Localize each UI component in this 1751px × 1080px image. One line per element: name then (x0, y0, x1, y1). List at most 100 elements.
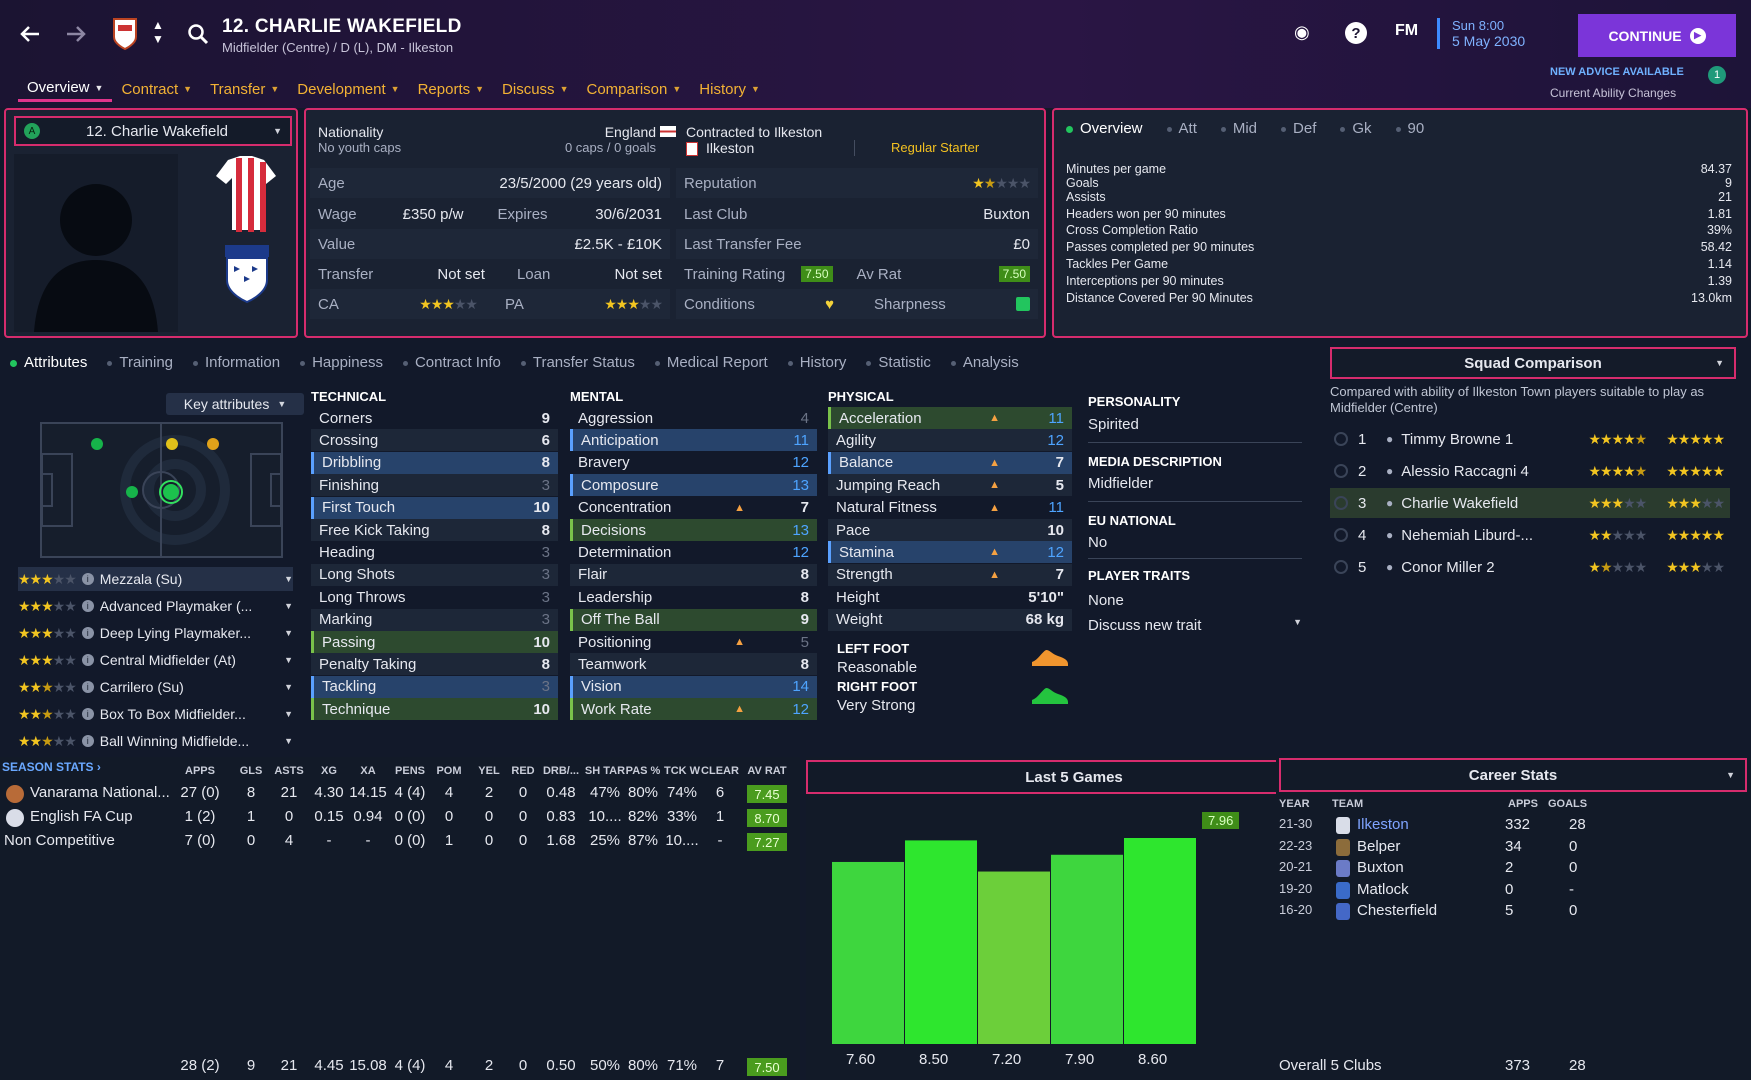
career-team[interactable]: Chesterfield (1357, 902, 1438, 919)
menu-reports[interactable]: Reports ▼ (417, 80, 485, 98)
info-icon[interactable]: i (81, 573, 94, 585)
season-cell: 0 (444, 808, 454, 825)
competition-name[interactable]: English FA Cup (30, 808, 133, 825)
season-total-cell: 2 (484, 1057, 494, 1074)
fm-logo[interactable]: FM (1395, 22, 1419, 39)
player-portrait (14, 154, 178, 332)
tab-def[interactable]: Def (1281, 120, 1316, 137)
radio-icon[interactable] (1334, 496, 1348, 510)
game-rating-bar[interactable] (832, 861, 904, 1044)
forward-icon[interactable] (58, 16, 94, 52)
tab-attributes[interactable]: Attributes (10, 354, 87, 371)
chevron-down-icon[interactable]: ▼ (284, 709, 293, 719)
tab-history[interactable]: History (787, 354, 846, 371)
stat-label: Minutes per game (1066, 162, 1167, 176)
chevron-down-icon[interactable]: ▼ (284, 574, 293, 584)
menu-development[interactable]: Development ▼ (297, 80, 400, 98)
menu-overview[interactable]: Overview ▼ (18, 76, 113, 102)
club-name[interactable]: Ilkeston (686, 140, 754, 157)
menu-transfer[interactable]: Transfer ▼ (210, 80, 280, 98)
tab-medical-report[interactable]: Medical Report (654, 354, 768, 371)
career-stats-dropdown[interactable]: Career Stats ▼ (1279, 758, 1747, 792)
player-select[interactable]: A 12. Charlie Wakefield ▼ (14, 116, 292, 146)
info-icon[interactable]: i (81, 627, 94, 639)
key-attributes-dropdown[interactable]: Key attributes ▼ (166, 393, 304, 415)
radio-icon[interactable] (1334, 560, 1348, 574)
career-team[interactable]: Matlock (1357, 880, 1409, 898)
attribute-row: Flair 8 (570, 563, 817, 586)
tab-happiness[interactable]: Happiness (300, 354, 383, 371)
tab-transfer-status[interactable]: Transfer Status (520, 354, 635, 371)
squad-comparison-dropdown[interactable]: Squad Comparison ▼ (1330, 347, 1736, 379)
attribute-row: Passing 10 (311, 631, 558, 653)
game-rating-bar[interactable] (978, 871, 1050, 1044)
last-five-dropdown[interactable]: Last 5 Games▼ (806, 760, 1342, 794)
discuss-trait-button[interactable]: Discuss new trait ▼ (1088, 617, 1302, 634)
career-team[interactable]: Belper (1357, 837, 1401, 855)
competition-name[interactable]: Non Competitive (4, 832, 115, 849)
tab-contract-info[interactable]: Contract Info (402, 354, 501, 371)
competition-name[interactable]: Vanarama National... (30, 784, 170, 801)
radio-icon[interactable] (1334, 528, 1348, 542)
role-row[interactable]: ★★★★★ i Ball Winning Midfielde... ▼ (18, 729, 293, 753)
squad-player-row[interactable]: 2 ● Alessio Raccagni 4 ★★★★★ ★★★★★ (1330, 456, 1730, 486)
chevron-down-icon[interactable]: ▼ (284, 601, 293, 611)
role-row[interactable]: ★★★★★ i Central Midfielder (At) ▼ (18, 648, 293, 672)
season-stats-link[interactable]: SEASON STATS › (2, 760, 101, 774)
attribute-row: Finishing 3 (311, 474, 558, 497)
role-row[interactable]: ★★★★★ i Box To Box Midfielder... ▼ (18, 702, 293, 726)
radio-icon[interactable] (1334, 464, 1348, 478)
continue-button[interactable]: CONTINUE ▶ (1578, 14, 1736, 57)
attribute-row: Crossing 6 (311, 429, 558, 452)
role-row[interactable]: ★★★★★ i Deep Lying Playmaker... ▼ (18, 621, 293, 645)
chevron-down-icon[interactable]: ▼ (284, 682, 293, 692)
chevron-down-icon[interactable]: ▼ (284, 736, 293, 746)
chevron-down-icon[interactable]: ▼ (284, 628, 293, 638)
advice-subtitle[interactable]: Current Ability Changes (1550, 86, 1677, 100)
globe-icon[interactable]: ◉ (1294, 22, 1310, 42)
menu-comparison[interactable]: Comparison ▼ (586, 80, 682, 98)
back-icon[interactable] (12, 16, 48, 52)
info-icon[interactable]: i (81, 600, 94, 612)
tab-information[interactable]: Information (193, 354, 280, 371)
person-icon: ● (1386, 560, 1394, 574)
search-icon[interactable] (180, 16, 216, 52)
tab-att[interactable]: Att (1166, 120, 1197, 137)
tab-overview[interactable]: Overview (1066, 120, 1143, 137)
menu-contract[interactable]: Contract ▼ (121, 80, 193, 98)
career-team[interactable]: Buxton (1357, 859, 1404, 876)
squad-player-row[interactable]: 3 ● Charlie Wakefield ★★★★★ ★★★★★ (1330, 488, 1730, 518)
tab-statistic[interactable]: Statistic (866, 354, 931, 371)
mental-header: MENTAL (570, 389, 624, 404)
tab-90[interactable]: 90 (1395, 120, 1424, 137)
squad-player-row[interactable]: 5 ● Conor Miller 2 ★★★★★ ★★★★★ (1330, 552, 1730, 582)
help-icon[interactable]: ? (1345, 22, 1367, 44)
player-switch-icon[interactable]: ▲ ▼ (152, 18, 164, 46)
game-rating-bar[interactable] (1124, 838, 1196, 1044)
career-apps: 5 (1505, 902, 1514, 919)
tab-training[interactable]: Training (107, 354, 173, 371)
squad-player-row[interactable]: 4 ● Nehemiah Liburd-... ★★★★★ ★★★★★ (1330, 520, 1730, 550)
info-icon[interactable]: i (81, 654, 94, 666)
radio-icon[interactable] (1334, 432, 1348, 446)
attribute-name: Pace (836, 521, 871, 539)
info-icon[interactable]: i (81, 708, 94, 720)
game-rating-label: 8.60 (1138, 1051, 1167, 1068)
info-icon[interactable]: i (81, 735, 94, 747)
info-icon[interactable]: i (81, 681, 94, 693)
role-row[interactable]: ★★★★★ i Mezzala (Su) ▼ (18, 567, 293, 591)
advice-title[interactable]: NEW ADVICE AVAILABLE (1550, 66, 1684, 78)
tab-gk[interactable]: Gk (1340, 120, 1372, 137)
role-row[interactable]: ★★★★★ i Advanced Playmaker (... ▼ (18, 594, 293, 618)
game-rating-bar[interactable] (1051, 854, 1123, 1044)
tab-analysis[interactable]: Analysis (950, 354, 1019, 371)
tab-mid[interactable]: Mid (1220, 120, 1257, 137)
game-rating-bar[interactable] (905, 840, 977, 1044)
chevron-down-icon[interactable]: ▼ (284, 655, 293, 665)
role-row[interactable]: ★★★★★ i Carrilero (Su) ▼ (18, 675, 293, 699)
menu-discuss[interactable]: Discuss ▼ (502, 80, 569, 98)
attribute-row: Jumping Reach ▲ 5 (828, 474, 1072, 497)
squad-player-row[interactable]: 1 ● Timmy Browne 1 ★★★★★ ★★★★★ (1330, 424, 1730, 454)
career-team[interactable]: Ilkeston (1357, 816, 1409, 833)
menu-history[interactable]: History ▼ (699, 80, 760, 98)
